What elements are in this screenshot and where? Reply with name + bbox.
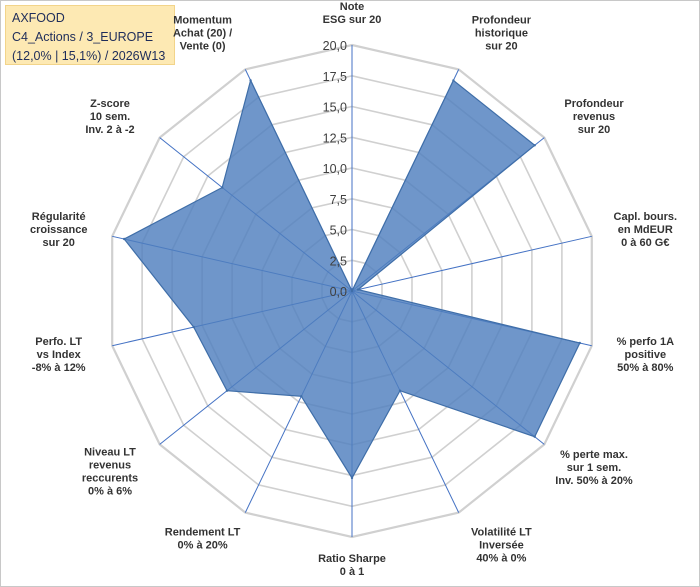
axis-label: Momentum Achat (20) / Vente (0) <box>173 14 232 52</box>
tick-label: 2,5 <box>330 254 347 268</box>
axis-label-line: Capl. bours. <box>614 211 678 223</box>
axis-label-line: 0 à 1 <box>340 566 364 578</box>
series-point <box>578 341 581 345</box>
axis-label-line: sur 1 sem. <box>567 462 621 474</box>
performance-details: (12,0% | 15,1%) / 2026W13 <box>12 49 166 63</box>
axis-label-line: reccurents <box>82 473 138 485</box>
tick-label: 12,5 <box>323 131 347 145</box>
series-point <box>350 289 354 293</box>
series-point <box>356 288 360 291</box>
tick-label: 7,5 <box>330 193 347 207</box>
axis-label: Z-score 10 sem. Inv. 2 à -2 <box>85 98 134 136</box>
series-point <box>452 79 455 82</box>
axis-label: Volatilité LT Inversée 40% à 0% <box>471 527 532 565</box>
axis-label-line: sur 20 <box>578 124 610 136</box>
axis-label-line: Perfo. LT <box>35 336 82 348</box>
series-point <box>192 325 195 329</box>
axis-label-line: % perte max. <box>560 449 628 461</box>
series <box>123 78 581 480</box>
axis-label-line: vs Index <box>37 349 82 361</box>
tick-label: 0,0 <box>330 285 347 299</box>
axis-label: Niveau LT revenus reccurents 0% à 6% <box>82 447 138 498</box>
axis-label-line: revenus <box>89 460 131 472</box>
axis-label-line: 50% à 80% <box>617 362 673 374</box>
axis-labels: Note ESG sur 20 Profondeur historique sur 20… <box>30 1 677 578</box>
axis-label: Perfo. LT vs Index -8% à 12% <box>32 336 86 374</box>
series-point <box>123 237 126 241</box>
series-point <box>225 389 229 392</box>
axis-label-line: 40% à 0% <box>476 553 526 565</box>
title-box: AXFOOD C4_Actions / 3_EUROPE (12,0% | 15… <box>5 5 175 65</box>
axis-label: Ratio Sharpe 0 à 1 <box>318 553 386 578</box>
axis-label: Régularité croissance sur 20 <box>30 211 87 249</box>
series-point <box>533 435 536 438</box>
series-point <box>350 476 354 480</box>
tick-label: 5,0 <box>330 224 347 238</box>
axis-label-line: Z-score <box>90 98 130 110</box>
series-point <box>221 186 224 189</box>
axis-label-line: positive <box>625 349 667 361</box>
axis-label-line: 0% à 6% <box>88 486 132 498</box>
tick-label: 17,5 <box>323 70 347 84</box>
axis-label-line: % perfo 1A <box>617 336 675 348</box>
axis-label-line: Profondeur <box>564 98 624 110</box>
axis-label-line: Note <box>340 1 364 13</box>
axis-label: Profondeur historique sur 20 <box>472 14 532 52</box>
axis-label: Capl. bours. en MdEUR 0 à 60 G€ <box>614 211 678 249</box>
axis-label-line: 0% à 20% <box>178 540 228 552</box>
axis-label: Note ESG sur 20 <box>323 1 382 26</box>
axis-label-line: ESG sur 20 <box>323 14 382 26</box>
axis-label-line: Vente (0) <box>180 40 226 52</box>
axis-label-line: revenus <box>573 111 615 123</box>
axis-label-line: Rendement LT <box>165 527 241 539</box>
tick-label: 20,0 <box>323 39 347 53</box>
axis-label-line: Inv. 2 à -2 <box>85 124 134 136</box>
axis-label-line: Inversée <box>479 540 524 552</box>
axis-label-line: sur 20 <box>485 40 517 52</box>
axis-label-line: -8% à 12% <box>32 362 86 374</box>
axis-label: % perfo 1A positive 50% à 80% <box>617 336 675 374</box>
axis-label-line: Inv. 50% à 20% <box>555 475 633 487</box>
axis-label-line: 0 à 60 G€ <box>621 237 669 249</box>
axis-label-line: Ratio Sharpe <box>318 553 386 565</box>
axis-label-line: historique <box>475 27 528 39</box>
tick-label: 15,0 <box>323 101 347 115</box>
axis-label-line: Profondeur <box>472 14 532 26</box>
portfolio-name: C4_Actions / 3_EUROPE <box>12 30 154 44</box>
axis-label-line: croissance <box>30 224 87 236</box>
axis-label: % perte max. sur 1 sem. Inv. 50% à 20% <box>555 449 633 487</box>
axis-label: Profondeur revenus sur 20 <box>564 98 624 136</box>
axis-spoke <box>351 235 592 292</box>
axis-label-line: sur 20 <box>42 237 74 249</box>
axis-label-line: Niveau LT <box>84 447 136 459</box>
axis-label-line: 10 sem. <box>90 111 130 123</box>
series-point <box>249 79 252 82</box>
series-point <box>300 395 303 398</box>
stock-name: AXFOOD <box>12 11 65 25</box>
axis-label-line: Régularité <box>32 211 86 223</box>
axis-label: Rendement LT 0% à 20% <box>165 527 241 552</box>
series-point <box>398 389 402 392</box>
radial-ticks: 0,0 2,5 5,0 7,5 10,0 12,5 15,0 17,5 20,0 <box>323 39 347 299</box>
axis-label-line: Momentum <box>173 14 232 26</box>
axis-label-line: Achat (20) / <box>173 27 232 39</box>
axis-label-line: en MdEUR <box>618 224 673 236</box>
series-point <box>533 144 536 147</box>
axis-label-line: Volatilité LT <box>471 527 532 539</box>
tick-label: 10,0 <box>323 162 347 176</box>
